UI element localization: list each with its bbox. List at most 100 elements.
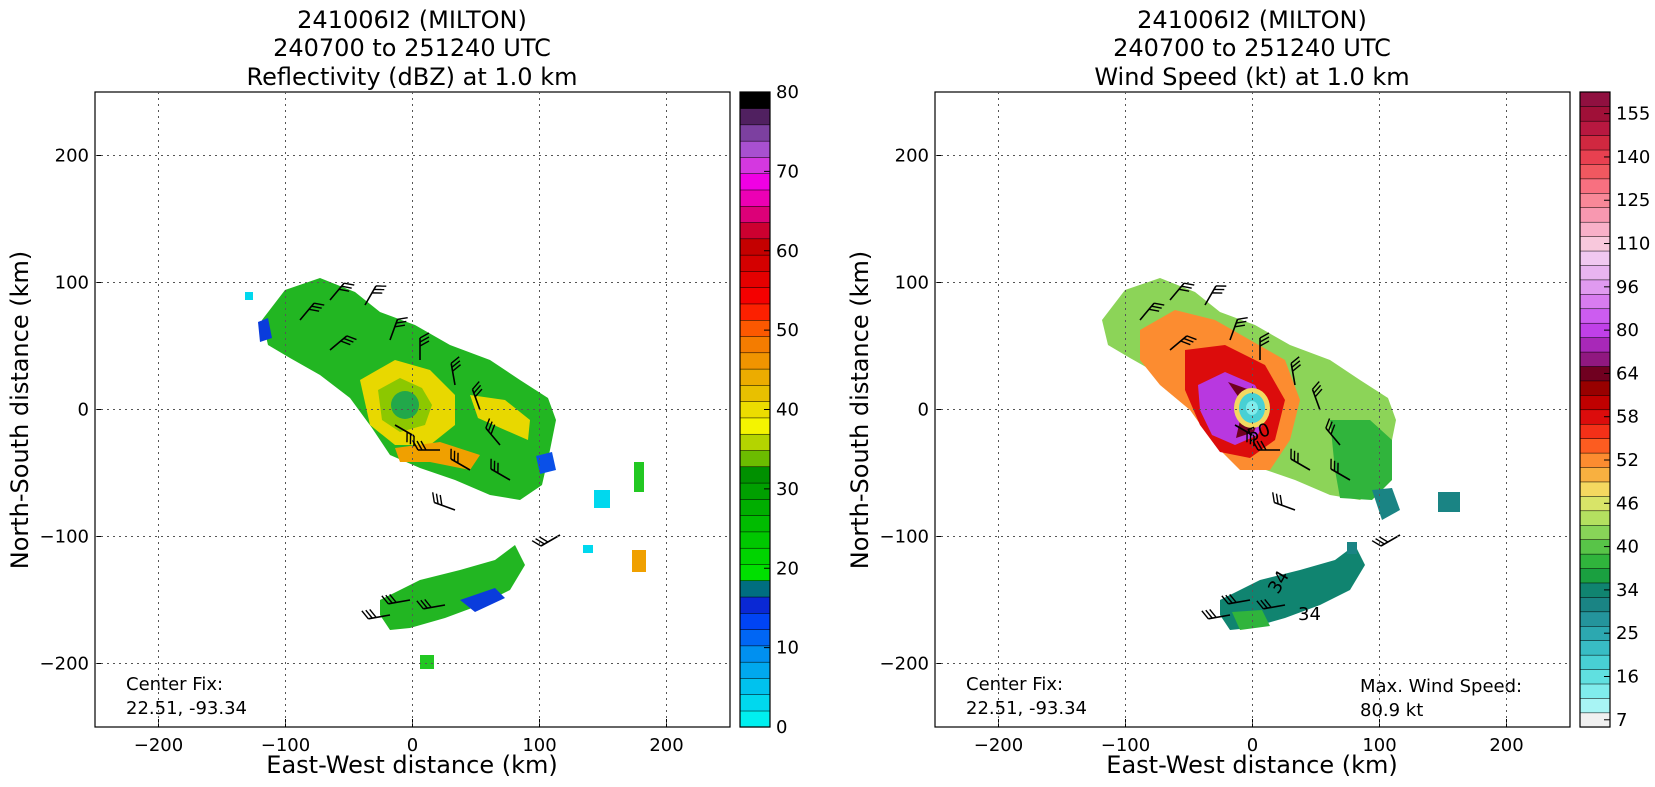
left-wind-barb [329,335,357,351]
left-colorbar-bin [739,303,771,321]
right-colorbar-bin [1579,481,1611,497]
right-colorbar-bin [1579,250,1611,266]
wind-cell-teal-2 [1347,542,1357,554]
left-colorbar-bin [739,612,771,630]
left-colorbar-bin [739,694,771,712]
right-x-tick-label: −200 [974,735,1023,756]
left-colorbar-bin [739,531,771,549]
right-wind-barb [1290,356,1302,386]
right-colorbar-tick-label: 155 [1616,104,1650,125]
right-wind-barb [1259,332,1270,360]
left-colorbar-bin [739,287,771,305]
right-axis-ticks: −200 −100 0 100 200 −200 −100 0 100 200 [880,146,1524,757]
right-wind-barb [1256,598,1286,610]
right-colorbar-bin [1579,683,1611,699]
right-center-fix-value: 22.51, -93.34 [966,698,1087,719]
right-wind-barb [1204,285,1227,306]
left-wind-barb [432,492,456,511]
left-title-line-3: Reflectivity (dBZ) at 1.0 km [247,63,578,91]
left-title-line-2: 240700 to 251240 UTC [273,34,551,62]
right-title-line-1: 241006I2 (MILTON) [1137,6,1367,34]
right-colorbar-bin [1579,510,1611,526]
right-colorbar-bin [1579,697,1611,714]
reflectivity-eye [391,391,419,419]
right-colorbar-bin [1579,337,1611,353]
right-title-line-3: Wind Speed (kt) at 1.0 km [1094,63,1409,91]
right-colorbar-tick-label: 16 [1616,666,1639,687]
contour-label-34-b: 34 [1298,604,1321,625]
right-colorbar-bin [1579,351,1611,367]
right-colorbar-tick-label: 34 [1616,580,1639,601]
right-wind-barb [1169,282,1195,301]
right-y-tick-label: −200 [880,654,929,675]
left-colorbar-bin [739,515,771,533]
left-colorbar-bin [739,222,771,240]
reflectivity-cell-cyan-3 [245,292,253,300]
left-colorbar-bin [739,710,771,728]
right-y-tick-label: 100 [895,273,929,294]
wind-teal-east [1372,488,1400,520]
left-colorbar-tick-label: 70 [776,161,799,182]
right-colorbar-bin [1579,654,1611,670]
left-wind-barb [394,424,415,447]
right-windspeed-field [1102,278,1460,630]
left-x-tick-label: −100 [261,735,310,756]
left-colorbar-bin [739,335,771,354]
left-colorbar-tick-label: 30 [776,479,799,500]
right-colorbar-bin [1579,423,1611,439]
right-colorbar-tick-label: 80 [1616,320,1639,341]
reflectivity-blue-patch-1 [258,318,272,342]
left-colorbar-bin [739,91,771,109]
wind-eye-center [1246,401,1258,415]
right-y-axis-label: North-South distance (km) [846,251,874,570]
left-wind-barb [490,458,511,481]
right-colorbar-bin [1579,264,1611,281]
right-colorbar-bin [1579,553,1611,569]
right-max-wind-label: Max. Wind Speed: [1360,676,1522,697]
right-y-tick-label: −100 [880,527,929,548]
left-colorbar-bin [739,205,771,223]
right-colorbar-tick-label: 58 [1616,407,1639,428]
right-colorbar-bin [1579,91,1611,107]
left-wind-barb [299,302,325,321]
right-colorbar-bin [1579,207,1611,223]
wind-cell-teal-1 [1438,492,1460,512]
right-colorbar-tick-label: 40 [1616,537,1639,558]
left-colorbar-bin [739,238,771,256]
reflectivity-band-south [380,545,525,630]
left-colorbar-bin [739,368,771,386]
right-colorbar-bin [1579,163,1611,180]
left-colorbar-tick-label: 60 [776,241,799,262]
left-wind-barb [381,593,411,605]
right-max-wind-value: 80.9 kt [1360,700,1423,721]
left-x-tick-label: 100 [522,735,556,756]
right-title-line-2: 240700 to 251240 UTC [1113,34,1391,62]
left-colorbar-bin [739,254,771,272]
left-reflectivity-field [245,278,646,669]
reflectivity-blue-patch-2 [536,452,556,474]
right-wind-barb [1290,448,1311,471]
reflectivity-yellow-streak [470,395,530,440]
left-colorbar-tick-label: 80 [776,82,799,103]
left-colorbar-tick-label: 20 [776,558,799,579]
left-center-fix-label: Center Fix: [126,674,223,695]
right-colorbar: 7 16 25 34 40 46 52 58 64 80 96 110 125 140 155 [1579,91,1650,731]
left-colorbar-bin [739,140,771,158]
left-colorbar-bin [739,108,771,126]
left-colorbar-bin [739,384,771,402]
left-x-tick-label: 0 [407,735,418,756]
left-colorbar-bin [739,580,771,598]
right-wind-barb [1221,593,1251,605]
left-colorbar-bin [739,498,771,516]
wind-green-east [1330,420,1392,500]
right-colorbar-bin [1579,466,1611,483]
right-x-tick-label: 200 [1489,735,1523,756]
left-colorbar-bin [739,173,771,191]
left-colorbar-tick-label: 0 [776,717,787,738]
left-wind-barb [450,448,471,471]
right-colorbar-tick-label: 125 [1616,190,1650,211]
right-wind-barb [1311,381,1323,411]
right-wind-barb [1330,458,1351,481]
left-colorbar-tick-label: 50 [776,320,799,341]
